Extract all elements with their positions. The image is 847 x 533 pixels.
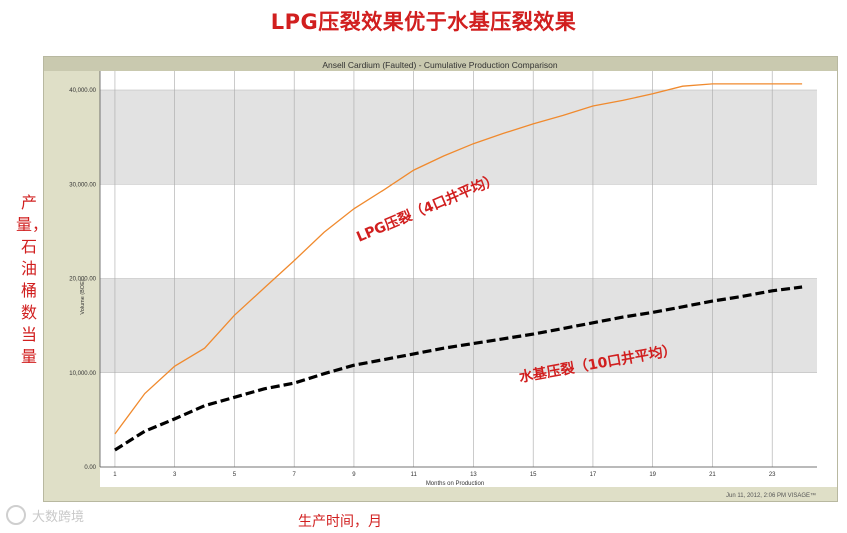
x-tick-label: 3 (173, 472, 177, 478)
grid-band (100, 90, 817, 185)
y-tick-label: 20,000.00 (69, 277, 96, 283)
lpg-series-line (114, 83, 803, 435)
watermark-text: 大数跨境 (32, 509, 85, 525)
y-tick-label: 30,000.00 (69, 182, 96, 188)
x-tick-label: 17 (590, 472, 597, 478)
chart-frame: Ansell Cardium (Faulted) - Cumulative Pr… (43, 56, 838, 502)
y-side-label: 产量，石油桶数当量 (16, 193, 49, 366)
y-tick-label: 10,000.00 (69, 371, 96, 377)
y-tick-label: 40,000.00 (69, 88, 96, 94)
watermark-logo-icon (6, 505, 26, 525)
x-tick-label: 5 (233, 472, 237, 478)
x-tick-label: 15 (530, 472, 537, 478)
watermark: 大数跨境 (6, 505, 84, 525)
y-axis-title: Volume (BOE) (80, 279, 86, 314)
x-tick-label: 23 (769, 472, 776, 478)
chart-title-bar (44, 57, 837, 71)
y-tick-label: 0.00 (84, 465, 96, 471)
x-tick-label: 11 (411, 472, 418, 478)
x-tick-label: 19 (649, 472, 656, 478)
x-side-label: 生产时间，月 (298, 514, 382, 530)
x-axis-title: Months on Production (426, 481, 484, 487)
chart-footer: Jun 11, 2012, 2:06 PM VISAGE™ (726, 492, 816, 499)
grid-band (100, 278, 817, 373)
x-tick-label: 7 (293, 472, 297, 478)
x-tick-label: 9 (352, 472, 356, 478)
x-tick-label: 13 (470, 472, 477, 478)
production-chart: Ansell Cardium (Faulted) - Cumulative Pr… (44, 57, 837, 499)
x-tick-label: 1 (113, 472, 117, 478)
x-tick-label: 21 (709, 472, 716, 478)
chart-title: Ansell Cardium (Faulted) - Cumulative Pr… (322, 60, 558, 70)
slide-title: LPG压裂效果优于水基压裂效果 (270, 10, 577, 34)
grid-band-top (100, 71, 817, 90)
